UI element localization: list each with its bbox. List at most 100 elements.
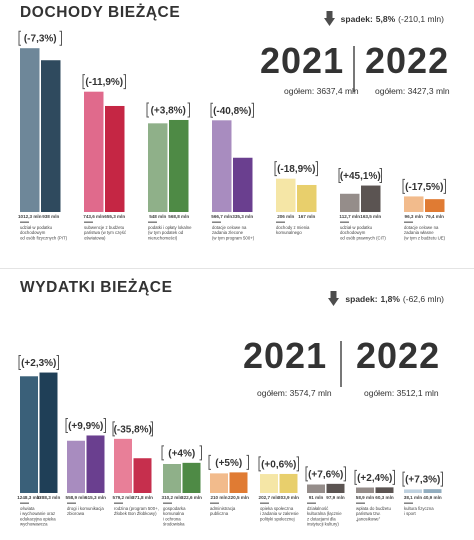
bracket-left (402, 471, 405, 487)
category-label: dochodowym (20, 230, 46, 235)
value-label-2022: 79,4 mln (426, 214, 445, 219)
income-change-abs: (-210,1 mln) (398, 13, 444, 24)
bar-2022 (39, 372, 58, 493)
bracket-left (18, 30, 21, 46)
bar-2022 (423, 489, 442, 493)
bracket-right (187, 102, 190, 118)
value-label-2021: 548 mln (149, 214, 166, 219)
expense-year-separator (340, 341, 342, 387)
value-label-2022: 322,6 mln (181, 495, 202, 500)
bar-2021 (84, 91, 104, 212)
bar-2022 (229, 472, 248, 493)
value-label-2022: 163,5 mln (360, 214, 381, 219)
category-label: dotacje celowe na (404, 225, 439, 230)
category-label: opieka społeczna (260, 506, 294, 511)
bar-2022 (86, 435, 105, 493)
expense-change-abs: (-62,6 mln) (402, 293, 444, 304)
category-accent-bar (356, 502, 365, 504)
bracket-right (103, 417, 106, 433)
value-label-2021: 38,1 mln (404, 495, 423, 500)
category-label: nieruchomości) (148, 235, 178, 240)
value-label-2021: 96,3 mln (405, 214, 424, 219)
value-label-2022: 615,3 mln (85, 495, 106, 500)
change-percent-label: (+5%) (215, 458, 242, 469)
category-label: (w tym podatek od (148, 230, 184, 235)
bracket-right (59, 30, 62, 46)
expense-year-2022: 2022 (356, 335, 441, 376)
bracket-right (123, 74, 126, 90)
income-year-2021: 2021 (260, 40, 345, 81)
bar-2021 (307, 484, 325, 493)
category-label: dochody z mienia (276, 225, 310, 230)
category-label: państwa tzw. (356, 511, 381, 516)
bar-2022 (133, 458, 152, 493)
expense-total-2021: ogółem: 3574,7 mln (257, 388, 332, 398)
bar-2021 (404, 196, 424, 212)
category-label: drogi i komunikacja (67, 506, 104, 511)
category-label: rodzina (program 500+, (114, 506, 159, 511)
bracket-left (402, 178, 405, 194)
bar-2022 (105, 105, 125, 212)
bar-2021 (163, 463, 181, 493)
category-label: dochodowym (340, 230, 366, 235)
category-label: wychowawcza (20, 522, 48, 527)
category-accent-bar (276, 221, 285, 223)
bracket-left (82, 74, 85, 90)
bracket-left (210, 102, 213, 118)
expense-panel: WYDATKI BIEŻĄCE spadek: 1,8% (-62,6 mln)… (0, 275, 474, 540)
change-percent-label: (+45,1%) (340, 171, 381, 182)
bar-2021 (356, 487, 374, 493)
bar-2021 (114, 438, 132, 493)
change-percent-label: (+0,6%) (261, 459, 296, 470)
category-accent-bar (67, 502, 76, 504)
change-percent-label: (+4%) (168, 448, 195, 459)
category-label: komunalnego (276, 230, 302, 235)
category-label: udział w podatku (20, 225, 53, 230)
bar-2021 (340, 193, 360, 212)
value-label-2022: 97,9 mln (326, 495, 345, 500)
category-accent-bar (20, 221, 29, 223)
category-label: zadania własne (404, 230, 434, 235)
category-label: edukacyjna opieka (20, 516, 56, 521)
value-label-2021: 112,7 mln (339, 214, 360, 219)
category-label: zbiorowa (67, 511, 85, 516)
category-accent-bar (20, 502, 29, 504)
expense-year-2021: 2021 (243, 335, 328, 376)
category-label: (w tym z budżetu UE) (404, 235, 446, 240)
bracket-left (354, 469, 357, 485)
category-label: polityki społecznej (260, 516, 295, 521)
category-label: gospodarka (163, 506, 186, 511)
bracket-left (258, 456, 261, 472)
value-label-2021: 206 mln (277, 214, 294, 219)
value-label-2022: 1288,3 mln (37, 495, 61, 500)
bracket-left (274, 161, 277, 177)
bar-2021 (210, 473, 228, 493)
category-accent-bar (404, 502, 413, 504)
bracket-right (199, 445, 202, 461)
value-label-2022: 568,8 mln (168, 214, 189, 219)
value-label-2022: 220,5 mln (228, 495, 249, 500)
bar-2021 (20, 376, 38, 493)
value-label-2021: 579,2 mln (113, 495, 134, 500)
change-percent-label: (-7,3%) (24, 34, 57, 45)
category-label: kulturalna (łącznie (307, 511, 342, 516)
bar-2021 (20, 48, 40, 212)
bar-2021 (148, 123, 168, 212)
value-label-2022: 938 mln (42, 214, 59, 219)
change-percent-label: (-11,9%) (85, 77, 123, 88)
income-year-separator (353, 46, 355, 92)
bracket-left (112, 421, 115, 437)
panel-divider (0, 268, 474, 269)
bar-2021 (276, 178, 296, 212)
bracket-right (56, 355, 59, 371)
bracket-right (296, 456, 299, 472)
category-label: publiczna (210, 511, 229, 516)
bar-2021 (67, 440, 85, 493)
change-percent-label: (-18,9%) (277, 164, 315, 175)
value-label-2022: 203,9 mln (278, 495, 299, 500)
category-label: dotacje celowe na (212, 225, 247, 230)
category-accent-bar (163, 502, 172, 504)
bar-2022 (297, 184, 317, 212)
bar-2021 (260, 474, 278, 493)
